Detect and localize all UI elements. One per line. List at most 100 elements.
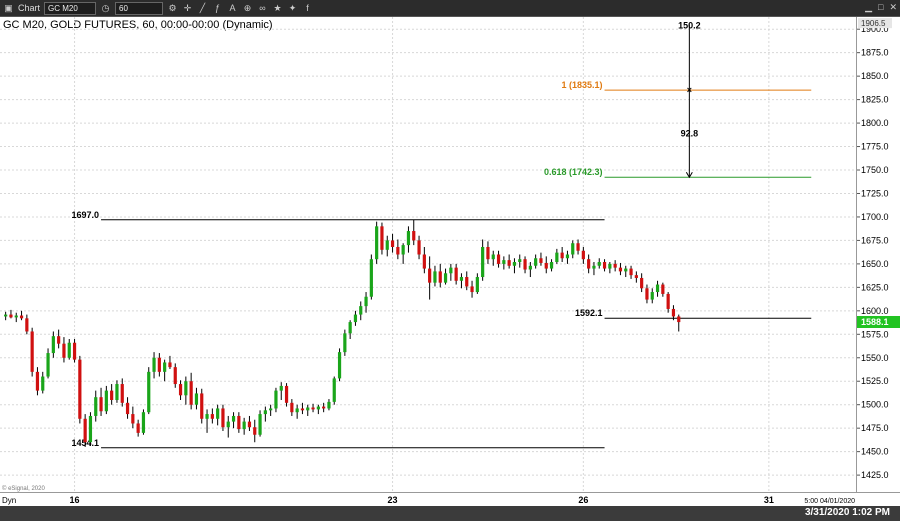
price-tick-label: 1575.0 — [861, 329, 889, 339]
candle-body — [337, 352, 342, 379]
price-tick-label: 1875.0 — [861, 48, 889, 58]
candle-body — [534, 258, 538, 266]
candle-body — [549, 262, 554, 269]
twitter-icon[interactable]: ✦ — [288, 2, 297, 13]
candle-body — [72, 342, 77, 360]
candle-body — [438, 271, 442, 283]
candle-body — [147, 371, 151, 413]
measure-arrow — [685, 171, 693, 179]
candle-body — [152, 357, 156, 372]
candle-body — [640, 277, 644, 289]
chart-app-label: Chart — [18, 3, 41, 13]
candle-body — [491, 254, 495, 260]
time-axis[interactable]: 16 23 26 31 Dyn 5:00 04/01/2020 — [0, 492, 900, 506]
candle-body — [406, 231, 411, 246]
symbol-input[interactable]: GC M20 — [44, 1, 97, 15]
candle-body — [481, 246, 485, 278]
candle-body — [332, 378, 336, 402]
candle-body — [295, 408, 299, 413]
chart-window-icon[interactable]: ▣ — [4, 2, 13, 13]
candle-body — [300, 408, 305, 411]
price-tick-label: 1475.0 — [861, 423, 889, 433]
price-tick-label: 1500.0 — [861, 400, 889, 410]
text-tool-icon[interactable]: A — [229, 3, 236, 13]
status-bar: 3/31/2020 1:02 PM — [0, 506, 900, 521]
date-tick-label: 26 — [578, 495, 588, 505]
candle-body — [555, 252, 559, 263]
candle-body — [518, 259, 522, 263]
chart-plot-area[interactable]: GC M20, GOLD FUTURES, 60, 00:00-00:00 (D… — [0, 17, 856, 492]
candle-body — [523, 259, 527, 270]
price-tick-label: 1900.0 — [861, 24, 889, 34]
studies-icon[interactable]: ƒ — [215, 3, 221, 13]
interval-select[interactable]: 60 — [115, 1, 164, 15]
minimize-icon[interactable]: ▁ — [865, 2, 873, 12]
level-label: 1592.1 — [575, 308, 603, 318]
crosshair-icon[interactable]: ✛ — [183, 2, 192, 13]
star-icon[interactable]: ★ — [273, 2, 282, 13]
template-icon[interactable]: ⚙ — [168, 2, 177, 13]
candle-body — [231, 415, 236, 422]
price-tick-label: 1425.0 — [861, 470, 889, 480]
price-axis[interactable]: 1425.0 1450.0 1475.0 1500.0 1525.0 1550.0 1575… — [856, 17, 900, 492]
facebook-icon[interactable]: f — [306, 3, 309, 13]
candle-body — [629, 268, 633, 276]
candle-body — [359, 306, 363, 315]
candle-body — [14, 315, 18, 318]
measure-mid-marker: × — [687, 85, 692, 95]
candle-body — [226, 421, 230, 428]
price-tick-label: 1675.0 — [861, 235, 889, 245]
candle-body — [571, 243, 575, 255]
price-tick-label: 1750.0 — [861, 165, 889, 175]
candle-body — [539, 258, 543, 263]
candle-body — [19, 315, 24, 319]
candle-body — [51, 336, 55, 354]
candle-body — [348, 322, 352, 334]
candle-body — [200, 393, 204, 419]
candle-body — [613, 263, 617, 268]
maximize-icon[interactable]: □ — [878, 2, 884, 12]
candle-body — [311, 407, 315, 410]
candle-body — [104, 390, 108, 412]
candle-body — [385, 240, 389, 250]
candle-body — [41, 376, 45, 391]
candle-body — [284, 385, 289, 403]
close-icon[interactable]: ✕ — [889, 2, 897, 12]
zoom-icon[interactable]: ⊕ — [243, 2, 252, 13]
candle-body — [380, 226, 384, 250]
candle-body — [645, 288, 649, 300]
candle-body — [655, 284, 660, 293]
candle-body — [131, 414, 135, 424]
candle-body — [263, 410, 267, 415]
candle-body — [475, 277, 479, 293]
candle-body — [35, 371, 40, 391]
candle-body — [46, 353, 50, 377]
candle-body — [9, 314, 13, 318]
candle-body — [433, 271, 437, 283]
candle-body — [465, 277, 469, 287]
candle-body — [141, 412, 146, 433]
status-datetime: 3/31/2020 1:02 PM — [804, 507, 890, 518]
candle-body — [618, 267, 623, 272]
candle-body — [120, 384, 124, 403]
candle-body — [666, 293, 670, 309]
candle-body — [375, 226, 379, 260]
candle-body — [353, 314, 358, 323]
price-tick-label: 1800.0 — [861, 118, 889, 128]
candle-body — [221, 408, 225, 428]
candle-body — [449, 267, 453, 274]
candle-body — [401, 245, 405, 255]
draw-line-icon[interactable]: ╱ — [199, 2, 206, 13]
level-label: 0.618 (1742.3) — [544, 167, 603, 177]
candle-body — [343, 333, 347, 353]
candle-body — [581, 250, 585, 260]
candle-body — [99, 397, 103, 412]
candle-body — [576, 243, 580, 251]
candle-body — [428, 268, 432, 283]
clock-icon[interactable]: ◷ — [101, 2, 110, 13]
candle-body — [253, 427, 257, 435]
link-icon[interactable]: ∞ — [259, 3, 266, 13]
candle-body — [661, 284, 665, 294]
measure-mid-label: 92.8 — [681, 129, 699, 139]
